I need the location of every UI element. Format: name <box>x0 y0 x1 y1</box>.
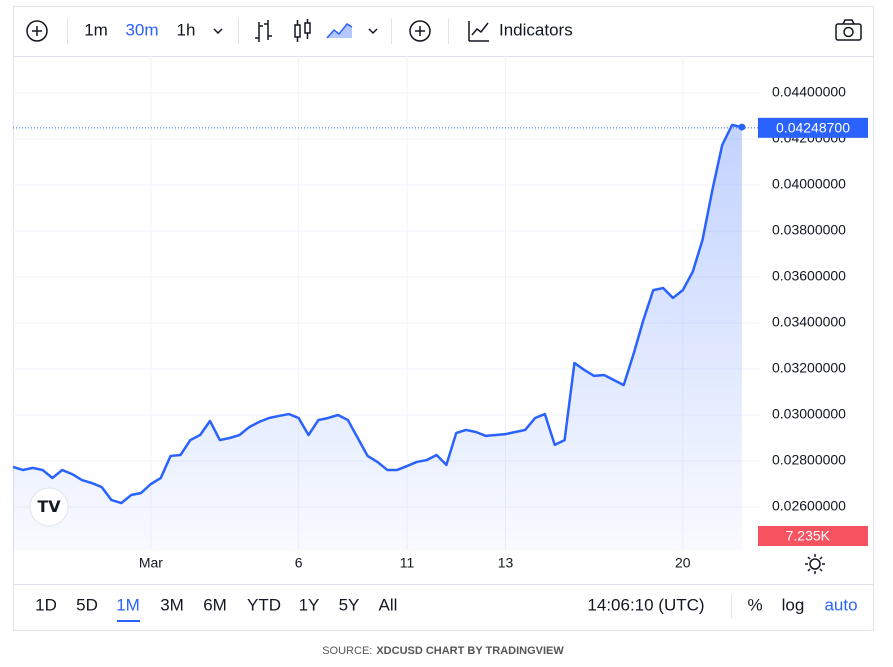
range-button[interactable]: 5D <box>76 595 98 614</box>
range-button[interactable]: All <box>379 595 398 614</box>
range-button[interactable]: 1Y <box>299 595 320 614</box>
settings-button[interactable] <box>805 554 825 574</box>
log-toggle[interactable]: log <box>782 595 805 614</box>
y-tick-label: 0.03000000 <box>772 406 846 422</box>
range-button[interactable]: 6M <box>203 595 227 614</box>
last-price-label: 0.04248700 <box>776 120 850 136</box>
range-button[interactable]: 3M <box>160 595 184 614</box>
interval-dropdown[interactable] <box>213 28 223 35</box>
last-point <box>738 123 746 131</box>
bars-style-button[interactable] <box>255 20 272 42</box>
interval-button[interactable]: 1h <box>177 20 196 39</box>
snapshot-button[interactable] <box>835 19 862 41</box>
svg-text:𝗧𝗩: 𝗧𝗩 <box>37 499 61 516</box>
x-tick-label: 13 <box>498 555 514 571</box>
y-tick-label: 0.03600000 <box>772 268 846 284</box>
range-button[interactable]: 1M <box>116 595 140 614</box>
last-price-badge <box>758 117 868 138</box>
indicators-button[interactable]: Indicators <box>499 20 573 39</box>
source-prefix: SOURCE: <box>322 645 372 657</box>
y-tick-label: 0.02800000 <box>772 452 846 468</box>
y-tick-label: 0.03200000 <box>772 360 846 376</box>
y-tick-label: 0.04400000 <box>772 84 846 100</box>
area-style-button[interactable] <box>326 23 353 39</box>
add-symbol-button[interactable] <box>26 20 48 42</box>
x-tick-label: Mar <box>139 555 163 571</box>
y-tick-label: 0.04000000 <box>772 176 846 192</box>
interval-button[interactable]: 30m <box>125 20 158 39</box>
plot <box>12 56 760 550</box>
x-tick-label: 20 <box>675 555 691 571</box>
x-tick-label: 6 <box>295 555 303 571</box>
y-tick-label: 0.03800000 <box>772 222 846 238</box>
auto-toggle[interactable]: auto <box>824 595 857 614</box>
y-tick-label: 0.02600000 <box>772 498 846 514</box>
candles-style-button[interactable] <box>294 19 311 42</box>
y-tick-label: 0.03400000 <box>772 314 846 330</box>
style-dropdown[interactable] <box>368 28 378 35</box>
price-line <box>12 123 743 505</box>
x-tick-label: 11 <box>400 555 415 571</box>
volume-badge <box>758 526 868 546</box>
range-button[interactable]: 1D <box>35 595 57 614</box>
range-button[interactable]: 5Y <box>339 595 360 614</box>
indicators-icon <box>468 21 489 42</box>
range-button[interactable]: YTD <box>247 595 281 614</box>
interval-button[interactable]: 1m <box>84 20 108 39</box>
volume-label: 7.235K <box>786 528 831 544</box>
source-credit: XDCUSD CHART BY TRADINGVIEW <box>376 645 564 657</box>
clock: 14:06:10 (UTC) <box>587 595 704 614</box>
source-note: SOURCE: XDCUSD CHART BY TRADINGVIEW <box>322 645 564 657</box>
percent-toggle[interactable]: % <box>747 595 762 614</box>
tradingview-logo: 𝗧𝗩 <box>29 487 69 527</box>
compare-button[interactable] <box>409 20 431 42</box>
